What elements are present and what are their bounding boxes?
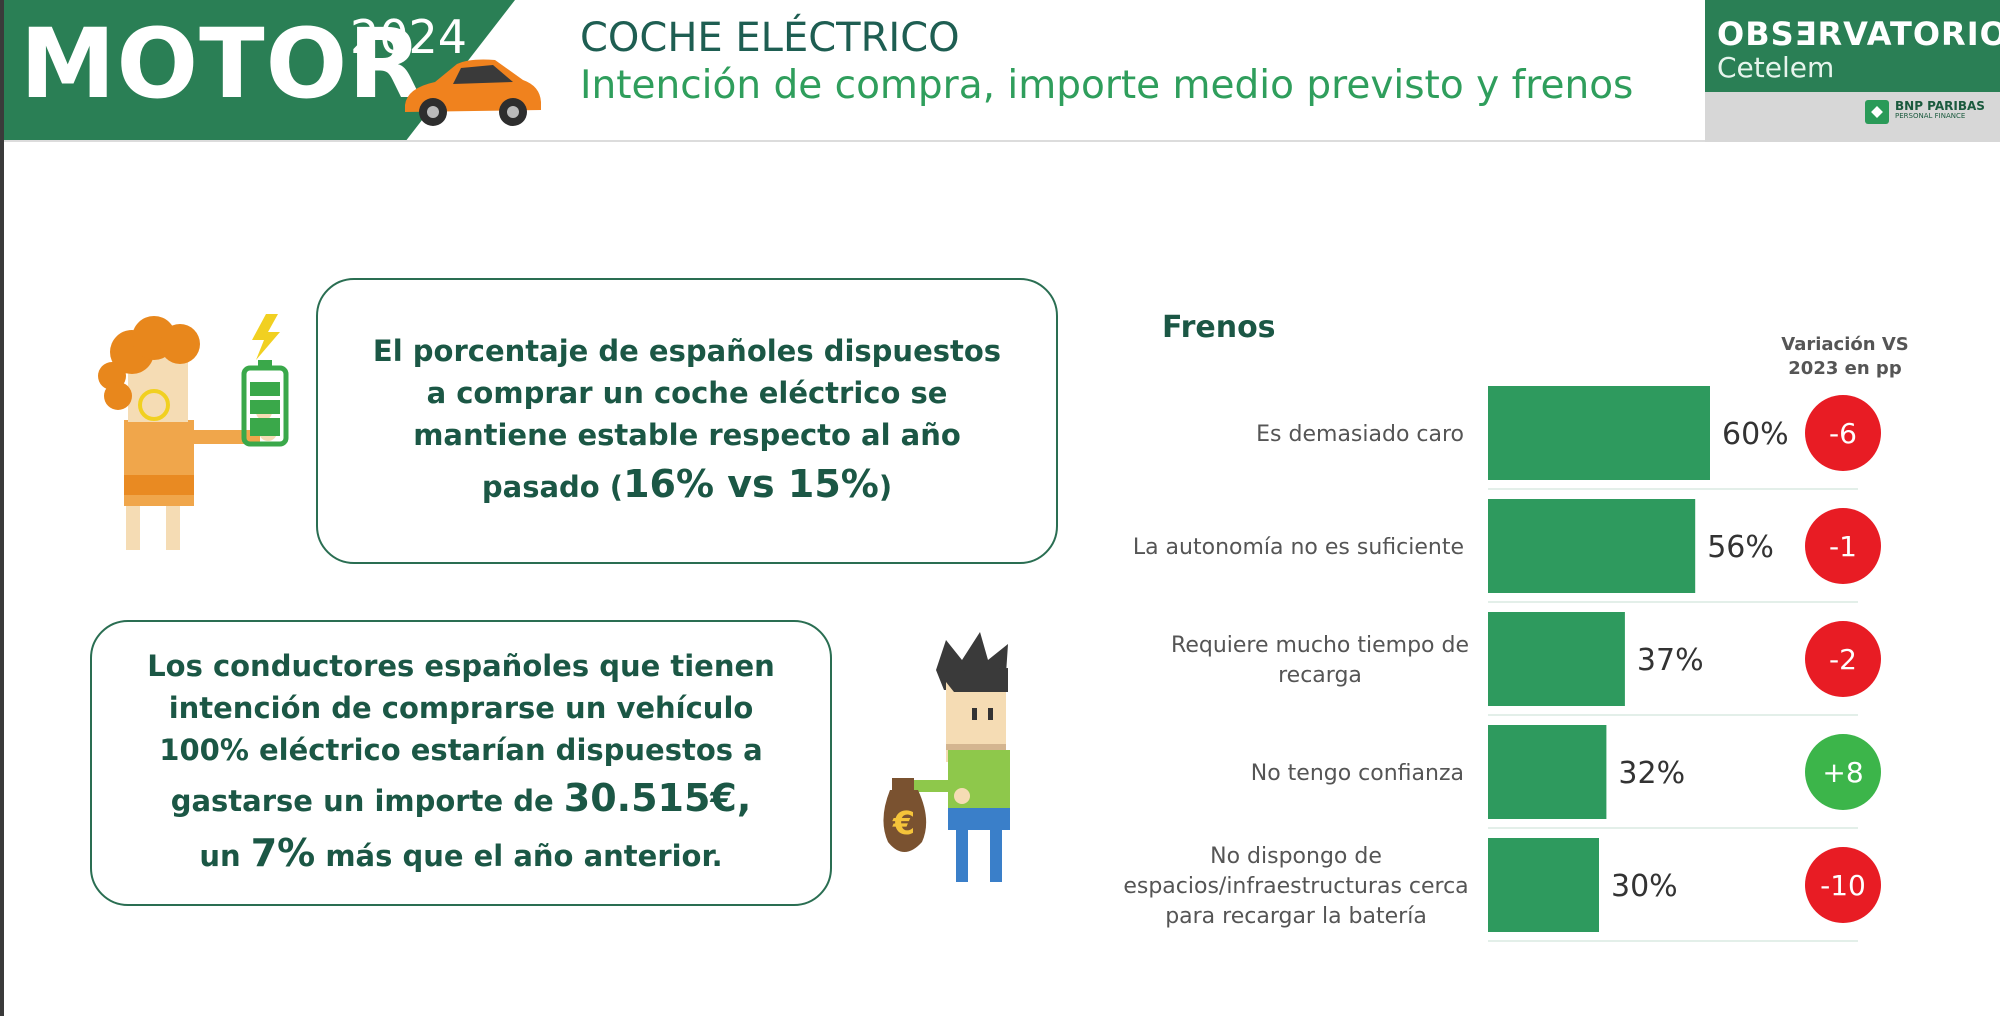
page-title: COCHE ELÉCTRICO: [580, 15, 960, 61]
category-label: No tengo confianza: [1251, 761, 1464, 786]
info-box-intention-text: El porcentaje de españoles dispuestos a …: [368, 330, 1006, 511]
variation-badge-label: +8: [1822, 756, 1863, 789]
variation-badge: [1805, 508, 1881, 584]
category-label: La autonomía no es suficiente: [1133, 535, 1464, 560]
variation-header: Variación VS 2023 en pp: [1781, 334, 1909, 380]
amount-pct: 7%: [250, 831, 316, 876]
person-money-bag-illustration: €: [883, 632, 1010, 882]
info-box-intention: El porcentaje de españoles dispuestos a …: [316, 278, 1058, 564]
bar-value-label: 37%: [1637, 643, 1704, 678]
observatorio-logo-band: OBSƎRVATORIO Cetelem: [1705, 0, 2000, 92]
bar-value-label: 56%: [1707, 530, 1774, 565]
brand-year: 2024: [350, 10, 468, 64]
intention-tail: ): [878, 469, 893, 504]
amount-highlight: 30.515€,: [563, 775, 752, 820]
category-label: Es demasiado caro: [1256, 422, 1464, 447]
amount-line2-pre: un: [199, 839, 251, 874]
page-subtitle: Intención de compra, importe medio previ…: [580, 63, 1634, 108]
variation-badge-label: -1: [1829, 530, 1857, 563]
variation-badge-label: -6: [1829, 417, 1857, 450]
person-battery-illustration: [98, 314, 289, 550]
info-box-amount-text: Los conductores españoles que tienen int…: [132, 645, 790, 881]
bar-value-label: 60%: [1722, 417, 1789, 452]
variation-badge-label: -10: [1820, 869, 1866, 902]
svg-text:€: €: [892, 804, 915, 842]
bar-value-label: 32%: [1618, 756, 1685, 791]
chart-title: Frenos: [1162, 310, 1276, 345]
bar: [1488, 499, 1696, 593]
bnp-line2: PERSONAL FINANCE: [1895, 111, 1966, 120]
category-label: No dispongo de espacios/infraestructuras …: [1123, 844, 1468, 929]
bar: [1488, 838, 1599, 932]
motor-banner-shape: [0, 0, 515, 142]
brand-title: MOTOR: [20, 8, 424, 120]
header: MOTOR 2024 COCHE ELÉCTRICO Intención de …: [0, 0, 2000, 142]
category-label: Requiere mucho tiempo de recarga: [1171, 633, 1469, 688]
intention-highlight: 16% vs 15%: [623, 461, 879, 506]
bar: [1488, 612, 1625, 706]
observatorio-subname: Cetelem: [1717, 51, 1835, 84]
info-box-amount: Los conductores españoles que tienen int…: [90, 620, 832, 906]
header-divider: [0, 140, 1705, 142]
left-edge: [0, 0, 4, 1016]
bnp-paribas-icon: [1865, 100, 1889, 124]
bnp-line1: BNP PARIBAS: [1895, 99, 1985, 113]
bar-value-label: 30%: [1611, 869, 1678, 904]
bar: [1488, 386, 1710, 480]
bnp-paribas-text: BNP PARIBAS PERSONAL FINANCE: [1895, 100, 1985, 120]
amount-line2-post: más que el año anterior.: [315, 839, 723, 874]
variation-badge: [1805, 395, 1881, 471]
orange-car-icon: [405, 59, 541, 126]
variation-badge-label: -2: [1829, 643, 1857, 676]
amount-text: Los conductores españoles que tienen int…: [147, 648, 775, 818]
bar: [1488, 725, 1607, 819]
variation-badge: [1805, 621, 1881, 697]
observatorio-name: OBSƎRVATORIO: [1717, 15, 2000, 53]
intention-text: El porcentaje de españoles dispuestos a …: [372, 334, 1002, 504]
observatorio-logo: OBSƎRVATORIO Cetelem BNP PARIBAS PERSONA…: [1705, 0, 2000, 142]
variation-badge: [1805, 734, 1881, 810]
variation-badge: [1805, 847, 1881, 923]
